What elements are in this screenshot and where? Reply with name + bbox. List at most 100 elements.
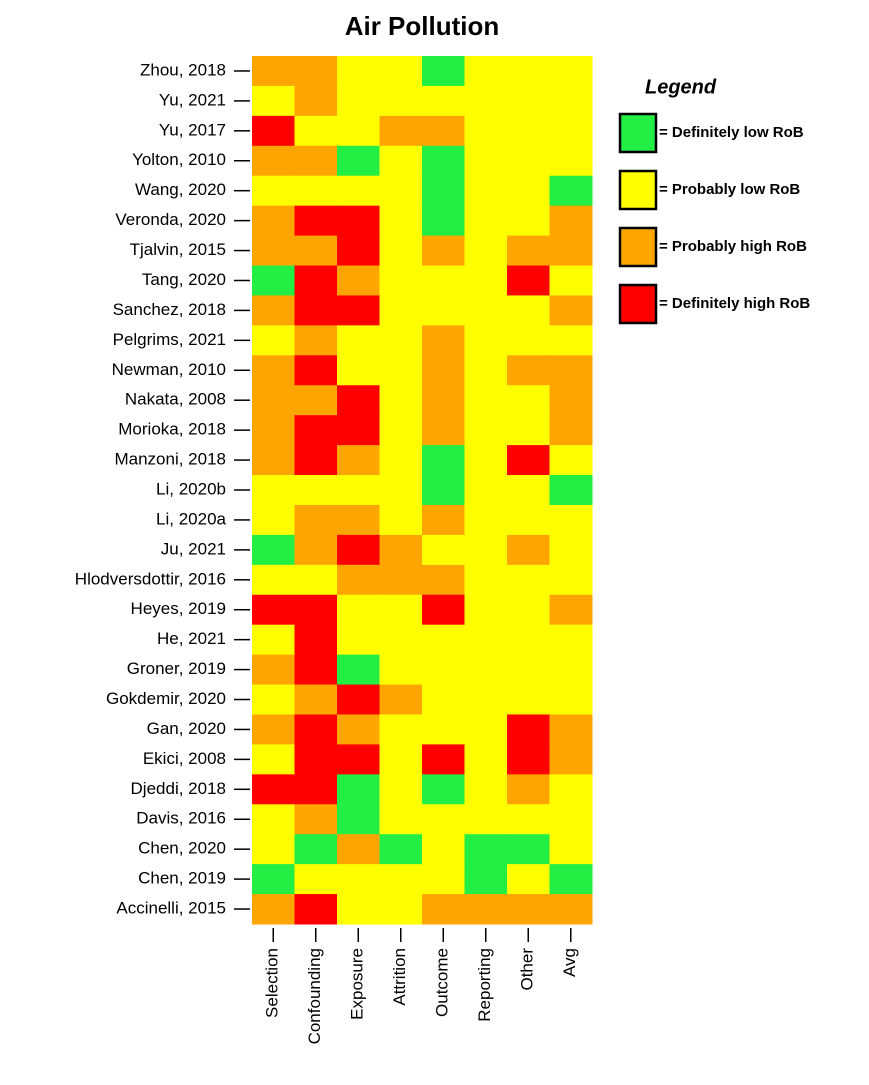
heatmap-cell	[422, 265, 465, 296]
heatmap-cell	[294, 85, 338, 117]
heatmap-cell	[337, 744, 380, 775]
y-tick-label: Yu, 2017	[159, 120, 226, 139]
heatmap-cell	[294, 624, 338, 656]
heatmap-cell	[507, 445, 550, 476]
heatmap-cell	[422, 714, 465, 745]
heatmap-cell	[294, 594, 338, 626]
heatmap-cell	[422, 504, 465, 536]
heatmap-cell	[252, 325, 295, 356]
y-tick-label: Yolton, 2010	[132, 150, 226, 169]
heatmap-cell	[252, 205, 295, 237]
heatmap-cell	[422, 804, 465, 835]
heatmap-cell	[294, 804, 338, 835]
heatmap-cell	[294, 265, 338, 296]
x-tick-label: Attrition	[390, 948, 409, 1006]
heatmap-cell	[464, 355, 508, 386]
legend-swatch	[618, 283, 658, 325]
heatmap-cell	[507, 564, 550, 596]
heatmap-cell	[422, 894, 465, 925]
heatmap-cell	[464, 654, 508, 686]
heatmap-cell	[507, 864, 550, 895]
heatmap-cell	[337, 145, 380, 177]
heatmap-cell	[422, 56, 465, 87]
y-tick-label: He, 2021	[157, 629, 226, 648]
heatmap-cell	[379, 175, 423, 207]
heatmap-cell	[337, 894, 380, 925]
y-tick-label: Pelgrims, 2021	[113, 330, 226, 349]
heatmap-cell	[337, 804, 380, 835]
heatmap-cell	[379, 265, 423, 296]
heatmap-cell	[422, 205, 465, 237]
y-tick-label: Chen, 2020	[138, 839, 226, 858]
heatmap-cell	[337, 85, 380, 117]
heatmap-cell	[549, 714, 593, 745]
heatmap-cell	[507, 894, 550, 925]
heatmap-cell	[464, 415, 508, 446]
heatmap-cell	[464, 56, 508, 87]
heatmap-cell	[294, 175, 338, 207]
heatmap-cell	[294, 564, 338, 596]
heatmap-cell	[252, 834, 295, 865]
legend-label: = Probably low RoB	[659, 181, 800, 198]
heatmap-cell	[379, 325, 423, 356]
heatmap-cell	[294, 415, 338, 446]
heatmap-cell	[379, 475, 423, 506]
heatmap-cell	[294, 504, 338, 536]
y-tick-label: Gokdemir, 2020	[106, 689, 226, 708]
heatmap-cell	[379, 445, 423, 476]
heatmap-cell	[294, 864, 338, 895]
heatmap-cell	[294, 385, 338, 416]
heatmap-cell	[379, 684, 423, 715]
heatmap-cell	[337, 774, 380, 805]
heatmap-cell	[422, 385, 465, 416]
heatmap-cell	[549, 235, 593, 267]
heatmap-cell	[294, 684, 338, 715]
heatmap-cell	[252, 85, 295, 117]
heatmap-cell	[507, 415, 550, 446]
y-tick-label: Gan, 2020	[147, 719, 226, 738]
heatmap-cell	[422, 624, 465, 656]
y-tick-label: Accinelli, 2015	[116, 899, 226, 918]
heatmap-cell	[379, 594, 423, 626]
x-tick-label: Confounding	[305, 948, 324, 1044]
heatmap-cell	[549, 894, 593, 925]
heatmap-cell	[294, 355, 338, 386]
heatmap-cell	[252, 864, 295, 895]
heatmap-cell	[252, 774, 295, 805]
y-tick-label: Heyes, 2019	[131, 599, 226, 618]
heatmap-cell	[294, 894, 338, 925]
heatmap-cell	[549, 684, 593, 715]
heatmap-cell	[337, 115, 380, 147]
heatmap-cell	[422, 295, 465, 326]
heatmap-cell	[549, 804, 593, 835]
heatmap-cell	[379, 85, 423, 117]
heatmap-cell	[252, 145, 295, 177]
heatmap-cell	[252, 594, 295, 626]
y-tick-label: Tang, 2020	[142, 270, 226, 289]
heatmap-cell	[549, 175, 593, 207]
heatmap-cell	[549, 624, 593, 656]
heatmap-cell	[464, 864, 508, 895]
heatmap-cell	[549, 415, 593, 446]
heatmap-cell	[252, 445, 295, 476]
legend-label: = Probably high RoB	[659, 238, 807, 255]
heatmap-cell	[379, 56, 423, 87]
heatmap-cell	[507, 714, 550, 745]
heatmap-cell	[507, 774, 550, 805]
heatmap-cell	[464, 385, 508, 416]
heatmap-cell	[337, 385, 380, 416]
heatmap-cell	[464, 85, 508, 117]
heatmap-cell	[464, 295, 508, 326]
heatmap-cell	[337, 594, 380, 626]
heatmap-cell	[422, 864, 465, 895]
heatmap-cell	[549, 145, 593, 177]
heatmap-cell	[464, 894, 508, 925]
heatmap-cell	[507, 654, 550, 686]
heatmap-cell	[379, 385, 423, 416]
heatmap-cell	[337, 355, 380, 386]
heatmap-cell	[507, 744, 550, 775]
heatmap-cell	[337, 445, 380, 476]
legend-swatch	[618, 169, 658, 211]
y-tick-label: Li, 2020b	[156, 479, 226, 498]
y-tick-label: Ju, 2021	[161, 539, 226, 558]
